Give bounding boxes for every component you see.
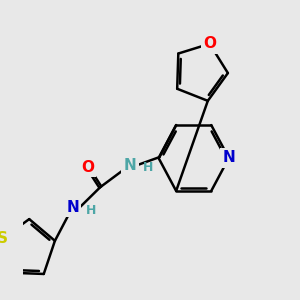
Text: S: S bbox=[0, 231, 8, 246]
Text: H: H bbox=[143, 160, 153, 174]
Text: N: N bbox=[124, 158, 136, 172]
Text: O: O bbox=[81, 160, 94, 175]
Text: H: H bbox=[85, 204, 96, 217]
Text: O: O bbox=[203, 36, 216, 51]
Text: N: N bbox=[66, 200, 79, 214]
Text: N: N bbox=[223, 151, 235, 166]
